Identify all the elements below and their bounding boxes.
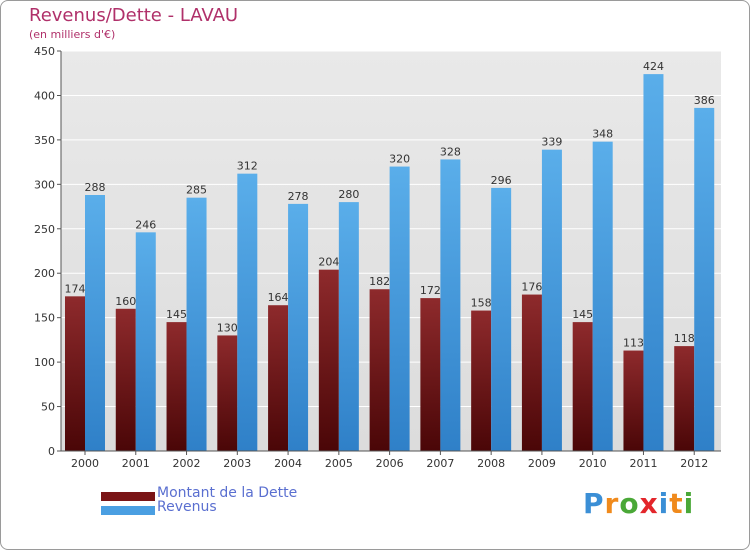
x-tick-label: 2012 (680, 457, 708, 470)
data-label-dette: 164 (268, 291, 289, 304)
bar-revenus (186, 197, 207, 451)
data-label-revenus: 424 (643, 60, 664, 73)
chart-title: Revenus/Dette - LAVAU (29, 5, 239, 26)
x-tick-label: 2002 (173, 457, 201, 470)
data-label-dette: 174 (65, 282, 86, 295)
bar-revenus (338, 202, 359, 451)
y-tick-label: 250 (34, 223, 55, 236)
logo-letter: t (669, 487, 684, 520)
logo-letter: P (583, 487, 605, 520)
y-tick-label: 0 (48, 445, 55, 458)
data-label-dette: 172 (420, 284, 441, 297)
x-tick-label: 2008 (477, 457, 505, 470)
x-tick-label: 2007 (426, 457, 454, 470)
data-label-revenus: 386 (694, 94, 715, 107)
x-tick-label: 2004 (274, 457, 302, 470)
bar-revenus (491, 187, 512, 451)
bar-dette (369, 289, 390, 451)
data-label-dette: 158 (471, 297, 492, 310)
bar-revenus (135, 232, 156, 451)
x-tick-label: 2006 (376, 457, 404, 470)
bar-dette (217, 335, 238, 451)
logo-letter: i (683, 487, 695, 520)
x-tick-label: 2005 (325, 457, 353, 470)
bar-revenus (440, 159, 461, 451)
y-tick-label: 350 (34, 134, 55, 147)
bar-dette (268, 305, 289, 451)
bar-dette (471, 310, 492, 451)
data-label-revenus: 278 (288, 190, 309, 203)
y-tick-label: 200 (34, 267, 55, 280)
data-label-revenus: 246 (135, 218, 156, 231)
bar-dette (420, 298, 441, 451)
bar-revenus (85, 195, 105, 451)
legend-label-revenus: Revenus (157, 499, 217, 515)
x-tick-label: 2009 (528, 457, 556, 470)
bar-dette (521, 294, 542, 451)
chart-subtitle: (en milliers d'€) (29, 28, 116, 41)
data-label-dette: 145 (166, 308, 187, 321)
x-tick-label: 2010 (579, 457, 607, 470)
data-label-dette: 160 (115, 295, 136, 308)
bar-revenus (288, 203, 309, 451)
bar-dette (318, 269, 339, 451)
data-label-dette: 176 (521, 281, 542, 294)
data-label-revenus: 288 (85, 181, 106, 194)
data-label-dette: 113 (623, 337, 644, 350)
x-tick-label: 2003 (223, 457, 251, 470)
y-tick-label: 400 (34, 89, 55, 102)
y-tick-label: 50 (41, 401, 55, 414)
logo-letter: i (658, 487, 670, 520)
bar-dette (65, 296, 85, 451)
data-label-dette: 118 (674, 332, 695, 345)
legend-label-dette: Montant de la Dette (157, 485, 298, 501)
data-label-revenus: 285 (186, 184, 207, 197)
bar-revenus (643, 74, 664, 451)
bar-revenus (694, 107, 715, 451)
legend-swatch-dette (101, 492, 155, 501)
data-label-dette: 145 (572, 308, 593, 321)
bar-dette (572, 322, 593, 451)
logo-letter: r (604, 487, 620, 520)
y-tick-label: 100 (34, 356, 55, 369)
data-label-revenus: 328 (440, 145, 461, 158)
data-label-revenus: 339 (541, 136, 562, 149)
proxiti-logo: Proxiti (583, 487, 694, 520)
y-tick-label: 300 (34, 178, 55, 191)
x-tick-label: 2001 (122, 457, 150, 470)
bar-dette (674, 346, 695, 451)
data-label-revenus: 312 (237, 160, 258, 173)
x-tick-label: 2000 (71, 457, 99, 470)
x-tick-label: 2011 (629, 457, 657, 470)
data-label-revenus: 348 (592, 128, 613, 141)
data-label-dette: 182 (369, 275, 390, 288)
bar-revenus (389, 166, 410, 452)
data-label-dette: 204 (318, 256, 339, 269)
logo-letter: o (619, 487, 640, 520)
bar-revenus (237, 173, 258, 451)
legend-swatch-revenus (101, 506, 155, 515)
data-label-revenus: 320 (389, 153, 410, 166)
bar-dette (166, 322, 187, 451)
bar-dette (623, 350, 644, 451)
data-label-dette: 130 (217, 321, 238, 334)
y-tick-label: 150 (34, 312, 55, 325)
bar-revenus (592, 141, 613, 451)
bar-revenus (541, 149, 562, 451)
data-label-revenus: 296 (491, 174, 512, 187)
y-tick-label: 450 (34, 45, 55, 58)
bar-dette (115, 308, 136, 451)
data-label-revenus: 280 (338, 188, 359, 201)
logo-letter: x (639, 487, 659, 520)
